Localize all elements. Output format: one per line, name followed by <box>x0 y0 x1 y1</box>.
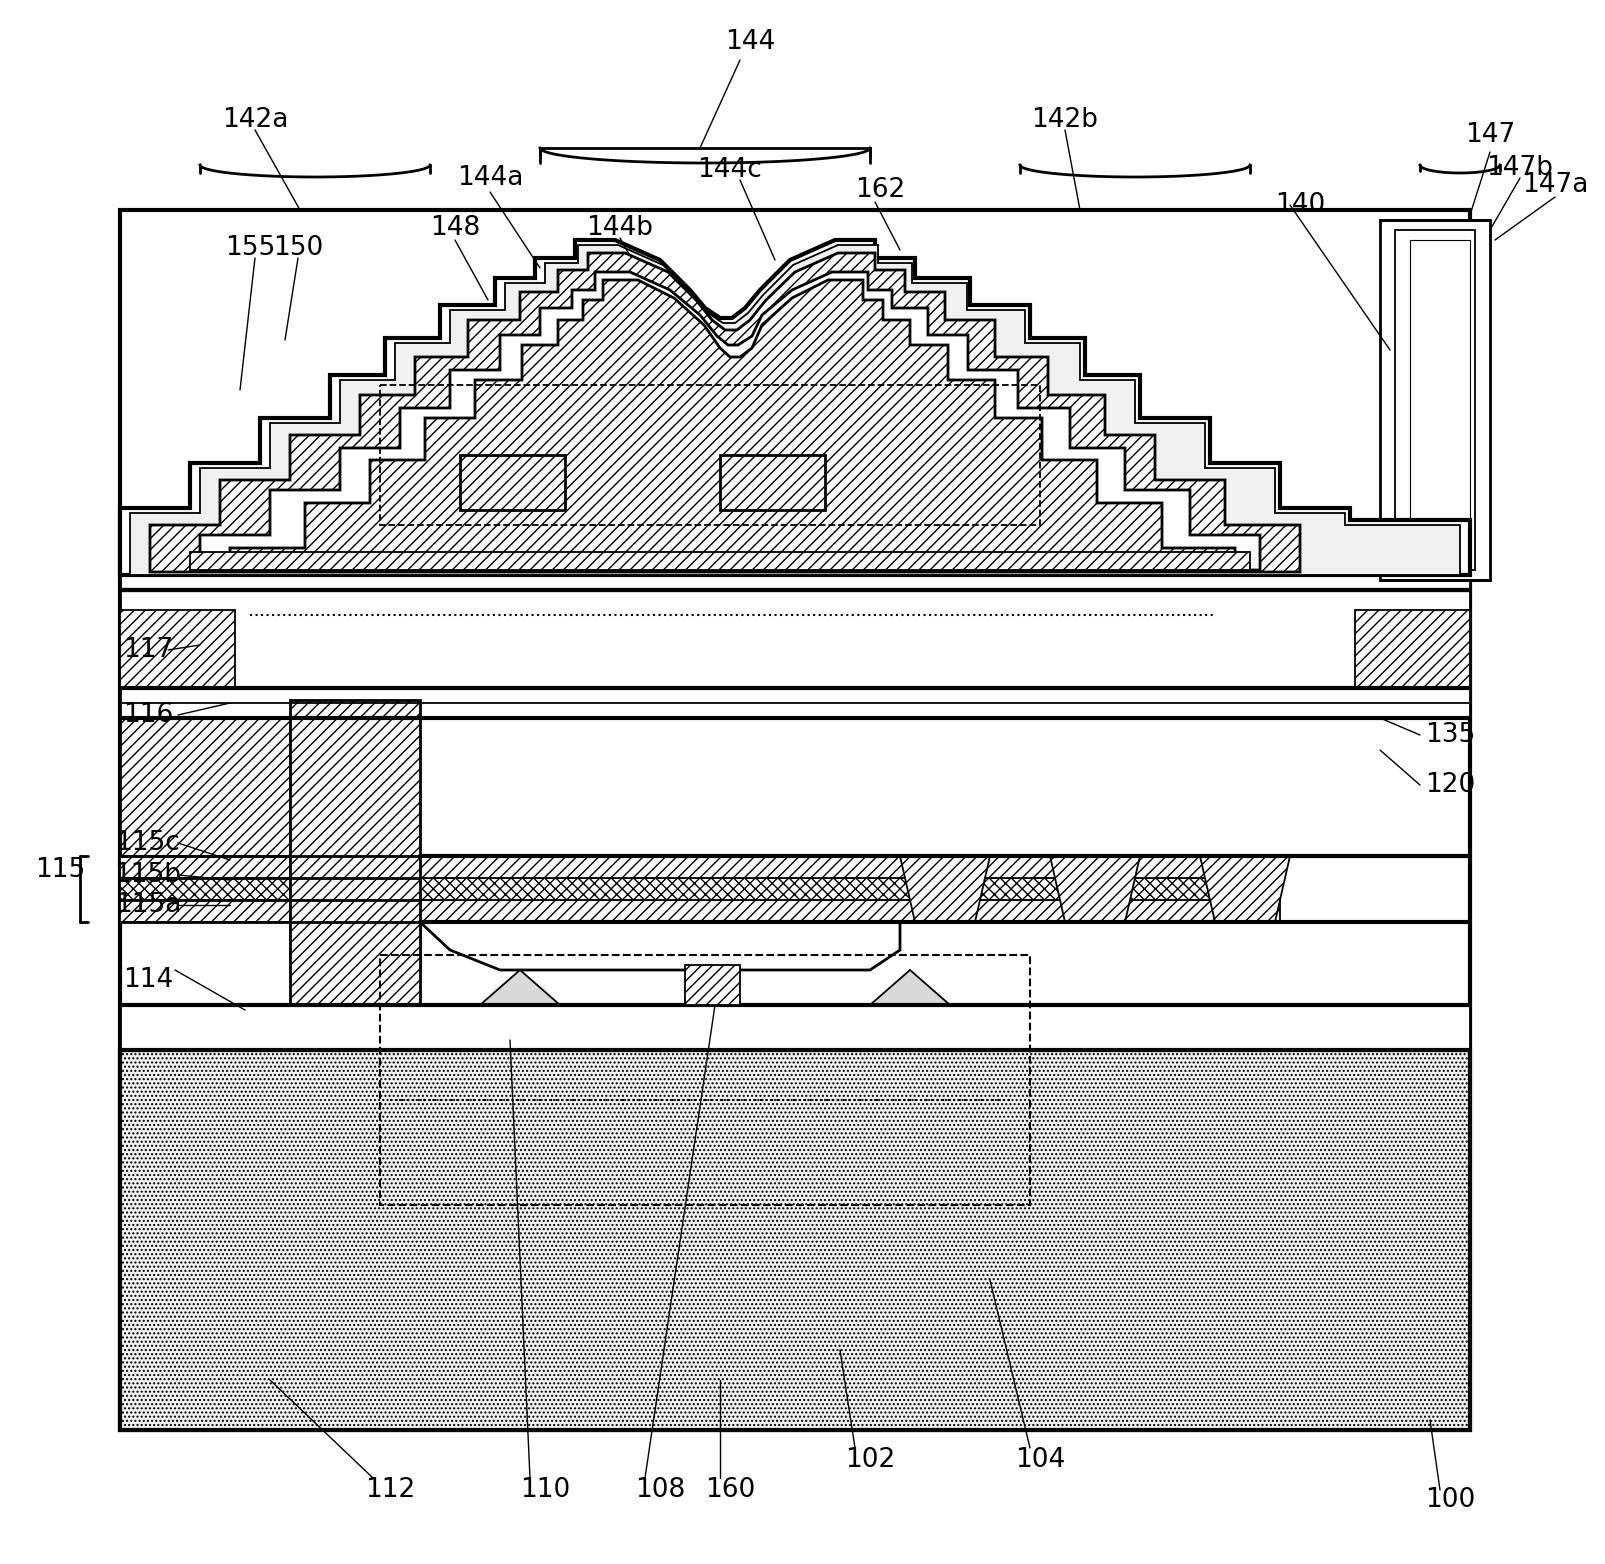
Bar <box>120 569 1470 590</box>
Bar <box>721 455 825 510</box>
Text: 142a: 142a <box>221 106 289 133</box>
Bar <box>421 899 1281 923</box>
Polygon shape <box>149 253 1300 572</box>
Bar <box>421 877 1281 899</box>
Text: 115b: 115b <box>114 862 181 888</box>
Bar <box>380 385 1040 526</box>
Text: 110: 110 <box>520 1476 570 1503</box>
Polygon shape <box>120 239 1470 576</box>
Polygon shape <box>1201 856 1290 923</box>
Text: 144a: 144a <box>457 164 523 191</box>
Bar <box>120 1006 1470 1049</box>
Bar <box>421 856 1281 877</box>
Bar <box>120 899 430 923</box>
Text: 147a: 147a <box>1522 172 1589 199</box>
Polygon shape <box>900 856 990 923</box>
Bar <box>189 552 1250 569</box>
Text: 147b: 147b <box>1486 155 1554 181</box>
Text: 104: 104 <box>1014 1447 1066 1473</box>
Bar <box>120 590 1470 688</box>
Text: 155: 155 <box>225 235 274 261</box>
Bar <box>1355 610 1470 688</box>
Text: 135: 135 <box>1425 723 1475 748</box>
Text: 140: 140 <box>1274 192 1326 217</box>
Polygon shape <box>130 246 1461 576</box>
Text: 148: 148 <box>430 214 480 241</box>
Text: 150: 150 <box>273 235 323 261</box>
Text: 160: 160 <box>705 1476 754 1503</box>
Text: 115: 115 <box>35 857 85 884</box>
Bar <box>461 455 565 510</box>
Text: 115a: 115a <box>116 891 181 918</box>
Text: 162: 162 <box>855 177 905 203</box>
Polygon shape <box>230 280 1234 568</box>
Text: 112: 112 <box>364 1476 416 1503</box>
Text: 144c: 144c <box>698 156 762 183</box>
Text: 144b: 144b <box>586 214 653 241</box>
Polygon shape <box>201 272 1260 569</box>
Polygon shape <box>480 970 560 1006</box>
Bar <box>120 210 1470 1429</box>
Text: 116: 116 <box>124 702 173 727</box>
Text: 108: 108 <box>636 1476 685 1503</box>
Text: 142b: 142b <box>1032 106 1098 133</box>
Bar <box>120 610 234 688</box>
Text: 144: 144 <box>725 30 775 55</box>
Text: 147: 147 <box>1465 122 1515 149</box>
Bar <box>291 701 421 1006</box>
Polygon shape <box>120 701 421 970</box>
Text: 120: 120 <box>1425 773 1475 798</box>
Bar <box>380 956 1030 1204</box>
Polygon shape <box>1050 856 1140 923</box>
Bar <box>1411 239 1470 560</box>
Text: 117: 117 <box>124 637 173 663</box>
Text: 102: 102 <box>844 1447 896 1473</box>
Bar <box>685 965 740 1006</box>
Text: 114: 114 <box>124 967 173 993</box>
Polygon shape <box>870 970 950 1006</box>
Bar <box>120 688 1470 718</box>
Bar <box>120 856 430 877</box>
Bar <box>120 1049 1470 1429</box>
Bar <box>120 877 430 899</box>
Text: 115c: 115c <box>116 830 180 856</box>
Polygon shape <box>421 923 900 970</box>
Bar <box>1380 221 1489 580</box>
Bar <box>1395 230 1475 569</box>
Text: 100: 100 <box>1425 1487 1475 1512</box>
